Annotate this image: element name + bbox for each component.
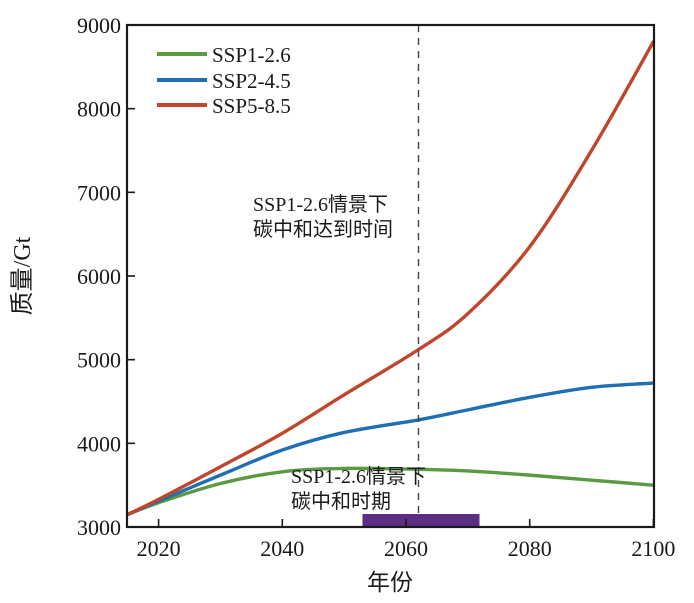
svg-text:SSP1-2.6情景下: SSP1-2.6情景下 <box>291 465 426 488</box>
svg-text:年份: 年份 <box>367 570 413 595</box>
svg-text:9000: 9000 <box>77 13 121 38</box>
svg-text:2100: 2100 <box>631 536 675 561</box>
svg-text:质量/Gt: 质量/Gt <box>9 236 36 315</box>
svg-text:5000: 5000 <box>77 348 121 373</box>
svg-text:碳中和时期: 碳中和时期 <box>291 490 391 513</box>
svg-text:SSP2-4.5: SSP2-4.5 <box>212 69 291 93</box>
svg-text:7000: 7000 <box>77 180 121 205</box>
svg-text:2080: 2080 <box>508 536 552 561</box>
svg-text:SSP1-2.6: SSP1-2.6 <box>212 43 291 67</box>
svg-text:2060: 2060 <box>384 536 428 561</box>
svg-text:3000: 3000 <box>77 515 121 540</box>
svg-text:6000: 6000 <box>77 264 121 289</box>
svg-text:2040: 2040 <box>260 536 304 561</box>
svg-text:8000: 8000 <box>77 97 121 122</box>
svg-text:SSP1-2.6情景下: SSP1-2.6情景下 <box>253 193 388 216</box>
svg-text:碳中和达到时间: 碳中和达到时间 <box>253 218 393 241</box>
svg-text:4000: 4000 <box>77 431 121 456</box>
svg-text:2020: 2020 <box>137 536 181 561</box>
svg-text:SSP5-8.5: SSP5-8.5 <box>212 94 291 118</box>
